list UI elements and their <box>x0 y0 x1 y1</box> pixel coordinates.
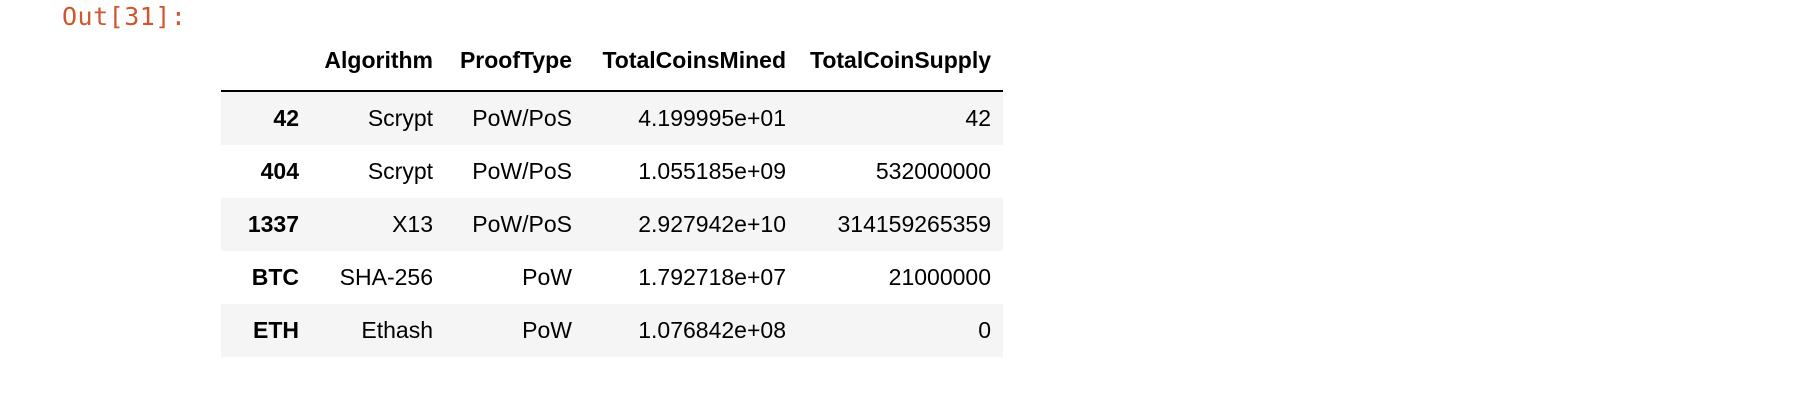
cell-totalcoinsmined: 4.199995e+01 <box>638 105 786 131</box>
cell-totalcoinsupply: 532000000 <box>875 158 992 184</box>
cell-prooftype: PoW <box>522 317 572 343</box>
cell-algorithm: Ethash <box>361 317 433 343</box>
row-index: ETH <box>253 317 299 343</box>
table-row: 404 Scrypt PoW/PoS 1.055185e+09 53200000… <box>221 145 1004 198</box>
header-totalcoinsmined: TotalCoinsMined <box>584 30 798 92</box>
row-index: 404 <box>260 158 299 184</box>
table-header: Algorithm ProofType TotalCoinsMined Tota… <box>221 30 1004 92</box>
row-index: BTC <box>251 264 299 290</box>
row-index: 42 <box>273 105 299 131</box>
cell-algorithm: X13 <box>392 211 433 237</box>
cell-totalcoinsmined: 1.792718e+07 <box>638 264 786 290</box>
cell-prooftype: PoW/PoS <box>472 105 572 131</box>
cell-totalcoinsmined: 2.927942e+10 <box>638 211 786 237</box>
table-row: BTC SHA-256 PoW 1.792718e+07 21000000 <box>221 251 1004 304</box>
table-row: ETH Ethash PoW 1.076842e+08 0 <box>221 304 1004 357</box>
table-row: 42 Scrypt PoW/PoS 4.199995e+01 42 <box>221 91 1004 145</box>
cell-prooftype: PoW/PoS <box>472 211 572 237</box>
output-prompt: Out[31]: <box>62 2 187 31</box>
cell-prooftype: PoW/PoS <box>472 158 572 184</box>
row-index: 1337 <box>247 211 299 237</box>
cell-algorithm: Scrypt <box>367 158 433 184</box>
cell-totalcoinsupply: 314159265359 <box>837 211 992 237</box>
header-prooftype: ProofType <box>445 30 584 92</box>
header-index-cell <box>221 30 311 92</box>
table-row: 1337 X13 PoW/PoS 2.927942e+10 3141592653… <box>221 198 1004 251</box>
cell-totalcoinsupply: 0 <box>978 317 992 343</box>
table-body: 42 Scrypt PoW/PoS 4.199995e+01 42 404 Sc… <box>221 91 1004 357</box>
header-algorithm: Algorithm <box>311 30 445 92</box>
cell-totalcoinsupply: 42 <box>965 105 992 131</box>
cell-algorithm: SHA-256 <box>339 264 433 290</box>
header-totalcoinsupply: TotalCoinSupply <box>798 30 1004 92</box>
header-row: Algorithm ProofType TotalCoinsMined Tota… <box>221 30 1004 92</box>
cell-totalcoinsmined: 1.055185e+09 <box>638 158 786 184</box>
dataframe-table: Algorithm ProofType TotalCoinsMined Tota… <box>221 30 1004 357</box>
cell-totalcoinsmined: 1.076842e+08 <box>638 317 786 343</box>
cell-algorithm: Scrypt <box>367 105 433 131</box>
dataframe-output: Algorithm ProofType TotalCoinsMined Tota… <box>221 30 1004 357</box>
cell-totalcoinsupply: 21000000 <box>888 264 992 290</box>
cell-prooftype: PoW <box>522 264 572 290</box>
